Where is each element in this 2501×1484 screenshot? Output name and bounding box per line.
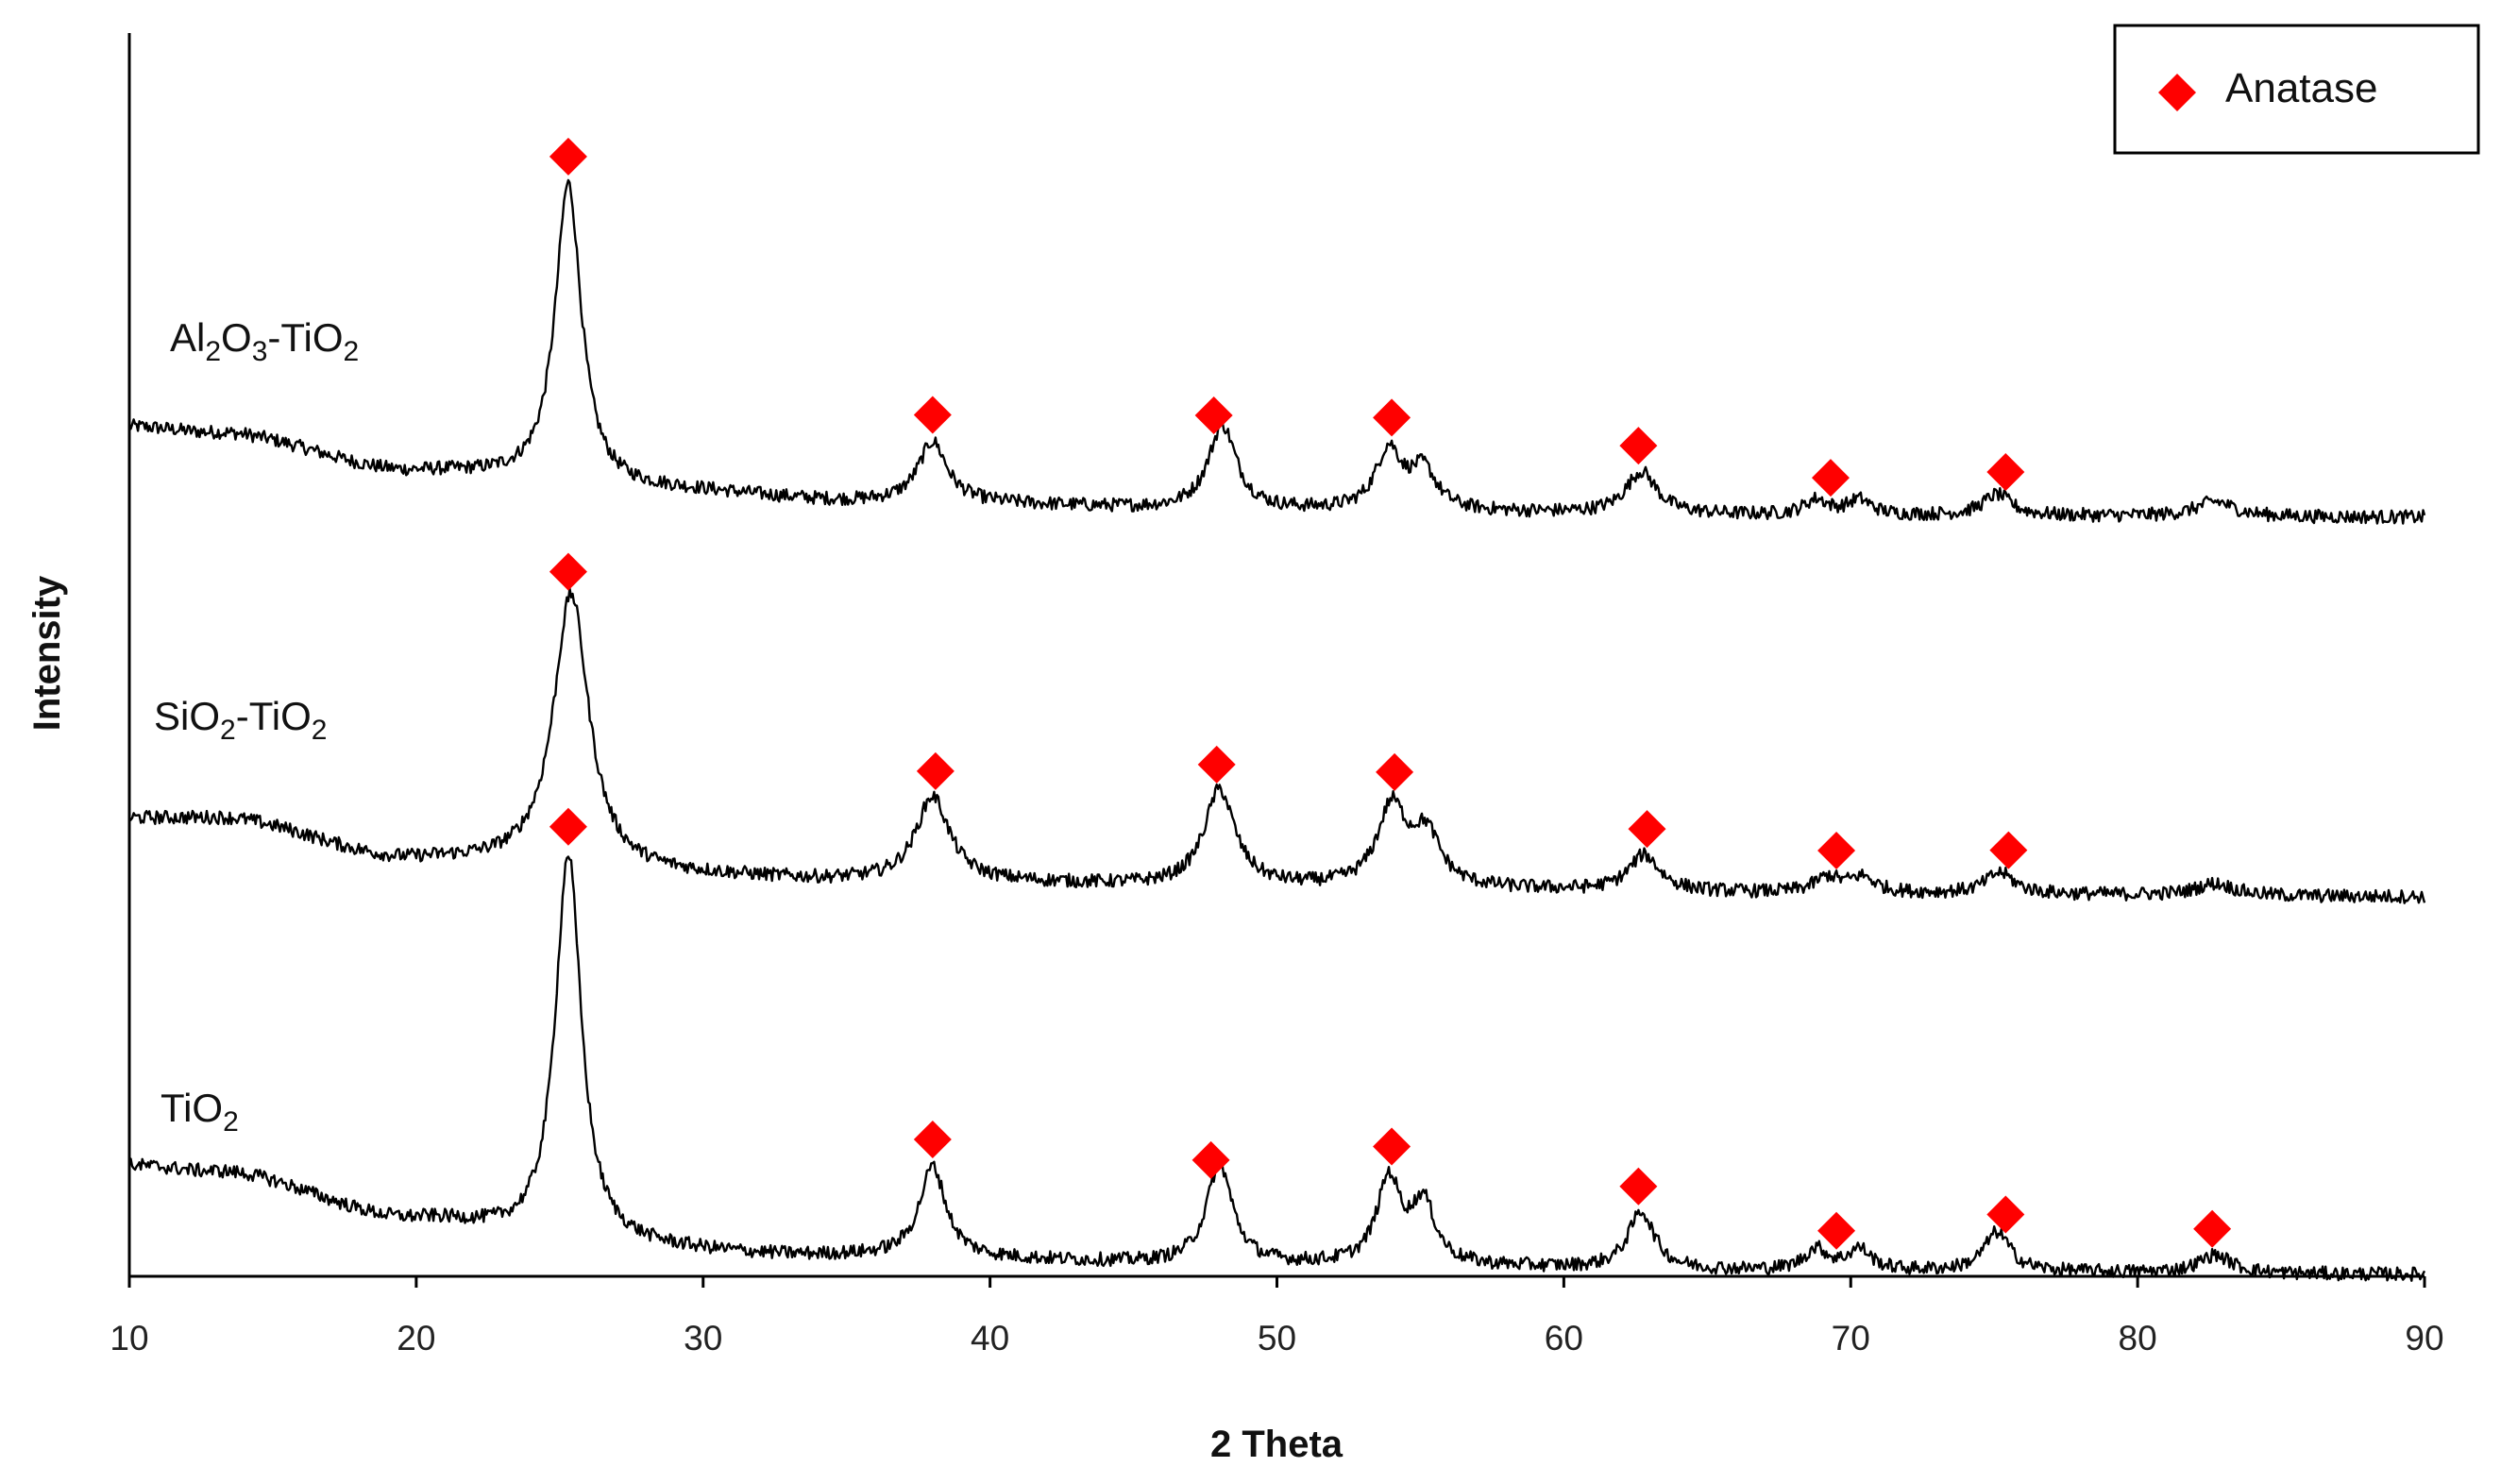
x-tick-label: 90 [2405, 1319, 2443, 1358]
series-trace [128, 586, 2426, 904]
legend: Anatase [2113, 24, 2480, 155]
anatase-diamond-marker [1811, 459, 1850, 497]
x-tick-label: 70 [1832, 1319, 1870, 1358]
anatase-diamond-marker [549, 552, 587, 591]
anatase-diamond-marker [549, 137, 587, 176]
x-tick-label: 40 [971, 1319, 1009, 1358]
anatase-diamond-marker [1628, 810, 1666, 849]
legend-diamond-marker [2158, 74, 2196, 111]
x-tick-label: 30 [684, 1319, 722, 1358]
anatase-diamond-marker [549, 807, 587, 846]
anatase-diamond-marker [1191, 1140, 1230, 1179]
series-trace [127, 855, 2426, 1282]
x-tick-label: 20 [397, 1319, 435, 1358]
anatase-diamond-marker [1989, 831, 2028, 869]
anatase-diamond-marker [1194, 396, 1233, 434]
series-labels-layer: Al2O3-TiO2 SiO2-TiO2 TiO2 [154, 315, 359, 1138]
series-label: Al2O3-TiO2 [170, 315, 359, 367]
anatase-diamond-marker [913, 396, 952, 434]
anatase-diamond-marker [1817, 1211, 1856, 1250]
anatase-diamond-marker [2193, 1209, 2232, 1248]
anatase-diamond-marker [1197, 745, 1236, 784]
x-tick-label: 60 [1545, 1319, 1583, 1358]
anatase-diamond-marker [1619, 1167, 1658, 1206]
y-axis-title: Intensity [26, 575, 68, 731]
anatase-diamond-marker [1986, 1195, 2025, 1234]
x-axis-title: 2 Theta [1210, 1424, 1343, 1465]
traces-layer [127, 178, 2426, 1282]
anatase-diamond-marker [1376, 752, 1414, 791]
x-ticks-layer: 10 20 30 40 50 60 70 80 90 [110, 1276, 2444, 1358]
x-tick-label: 50 [1258, 1319, 1296, 1358]
anatase-diamond-marker [1619, 427, 1658, 465]
x-tick-label: 80 [2119, 1319, 2157, 1358]
anatase-markers-layer [549, 137, 2232, 1250]
anatase-diamond-marker [1373, 398, 1411, 437]
x-tick-label: 10 [110, 1319, 148, 1358]
anatase-diamond-marker [913, 1121, 952, 1159]
anatase-diamond-marker [1986, 453, 2025, 492]
series-label: SiO2-TiO2 [154, 694, 327, 746]
anatase-diamond-marker [1817, 832, 1856, 870]
series-label: TiO2 [161, 1086, 239, 1138]
anatase-diamond-marker [916, 751, 955, 790]
series-trace [127, 178, 2426, 525]
anatase-diamond-marker [1373, 1127, 1411, 1166]
legend-label-anatase: Anatase [2225, 65, 2377, 111]
